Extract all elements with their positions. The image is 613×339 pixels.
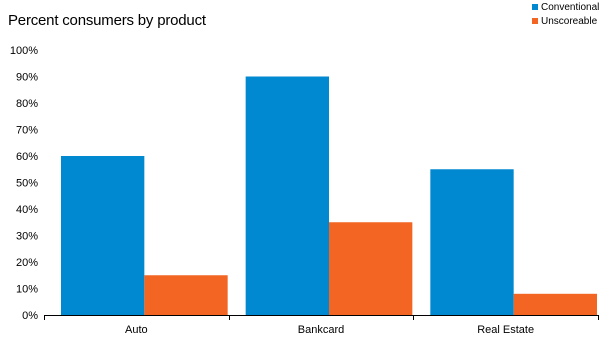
y-tick-label: 80% xyxy=(16,98,38,110)
x-category-label: Auto xyxy=(125,324,148,336)
y-tick-label: 70% xyxy=(16,125,38,137)
y-axis-ticks: 0% 10% 20% 30% 40% 50% 60% 70% 80% 90% 100% xyxy=(10,45,38,322)
x-category-label: Real Estate xyxy=(477,324,534,336)
legend-item-conventional: Conventional xyxy=(532,0,599,14)
bar-conventional-auto xyxy=(61,156,145,315)
bar-unscoreable-real-estate xyxy=(513,293,597,315)
y-tick-label: 40% xyxy=(16,204,38,216)
y-tick-label: 100% xyxy=(10,45,38,57)
legend-swatch-unscoreable xyxy=(532,18,538,24)
chart-title: Percent consumers by product xyxy=(8,12,206,29)
legend-swatch-conventional xyxy=(532,4,538,10)
bar-conventional-real-estate xyxy=(430,169,514,315)
y-tick-label: 10% xyxy=(16,284,38,296)
legend: Conventional Unscoreable xyxy=(532,0,599,28)
y-tick-label: 20% xyxy=(16,257,38,269)
y-tick-label: 0% xyxy=(22,310,38,322)
bar-unscoreable-auto xyxy=(144,275,228,315)
legend-label-conventional: Conventional xyxy=(541,1,600,13)
y-tick-label: 30% xyxy=(16,231,38,243)
y-tick-label: 50% xyxy=(16,178,38,190)
bars xyxy=(61,76,597,315)
bar-conventional-bankcard xyxy=(245,76,329,315)
legend-label-unscoreable: Unscoreable xyxy=(541,15,598,27)
x-axis: Auto Bankcard Real Estate xyxy=(44,315,599,336)
y-tick-label: 60% xyxy=(16,151,38,163)
legend-item-unscoreable: Unscoreable xyxy=(532,14,599,28)
y-tick-label: 90% xyxy=(16,72,38,84)
x-category-label: Bankcard xyxy=(298,324,344,336)
bar-unscoreable-bankcard xyxy=(329,222,413,315)
